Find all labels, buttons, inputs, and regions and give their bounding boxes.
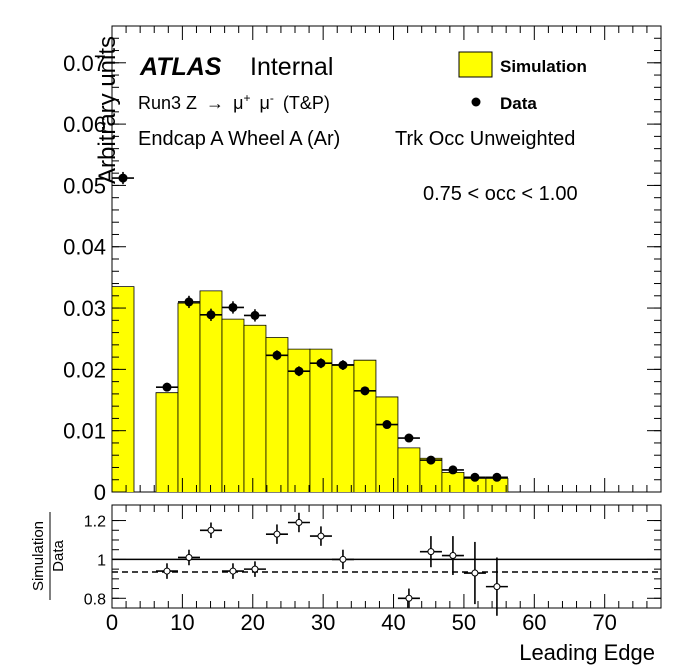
process-mu-minus: μ bbox=[259, 93, 269, 113]
ratio-point bbox=[317, 532, 325, 540]
process-minus-sup: - bbox=[270, 91, 274, 105]
data-point bbox=[184, 297, 194, 307]
simulation-bar bbox=[243, 325, 266, 492]
ratio-points bbox=[155, 512, 508, 616]
ratio-y-label-top: Simulation bbox=[30, 521, 47, 591]
simulation-bar-outline bbox=[111, 286, 135, 492]
simulation-bar bbox=[221, 319, 244, 492]
ratio-point bbox=[251, 565, 259, 573]
simulation-bar bbox=[485, 478, 508, 492]
ratio-point bbox=[471, 569, 479, 577]
legend-data-marker bbox=[471, 97, 481, 107]
ratio-reference-lines bbox=[112, 558, 661, 573]
x-axis-label: Leading Edge bbox=[519, 640, 655, 665]
weighting-label: Trk Occ Unweighted bbox=[395, 128, 575, 150]
ratio-point bbox=[273, 530, 281, 538]
data-point bbox=[470, 472, 480, 482]
main-axis-ticks: 0 0.01 0.02 0.03 0.04 0.05 0.06 0.07 bbox=[63, 25, 662, 505]
process-plus-sup: + bbox=[243, 91, 250, 105]
ratio-point bbox=[295, 518, 303, 526]
data-point bbox=[492, 472, 502, 482]
data-point bbox=[206, 310, 216, 320]
y-tick-label: 0.06 bbox=[63, 112, 106, 137]
ratio-point bbox=[427, 548, 435, 556]
ratio-point bbox=[405, 594, 413, 602]
ratio-point bbox=[163, 567, 171, 575]
selection-label: 0.75 < occ < 1.00 bbox=[423, 183, 578, 205]
ratio-point bbox=[449, 552, 457, 560]
simulation-bar bbox=[397, 447, 420, 492]
data-point bbox=[448, 465, 458, 475]
region-label: Endcap A Wheel A (Ar) bbox=[138, 128, 340, 150]
process-label: Run3 Z → μ+ μ- (T&P) bbox=[138, 86, 330, 113]
x-tick-label: 60 bbox=[522, 610, 546, 635]
x-tick-label: 30 bbox=[311, 610, 335, 635]
internal-label: Internal bbox=[250, 53, 333, 81]
x-tick-label: 10 bbox=[170, 610, 194, 635]
simulation-bar bbox=[287, 349, 310, 492]
y-tick-label: 0.03 bbox=[63, 296, 106, 321]
data-point bbox=[426, 455, 436, 465]
ratio-axis-ticks: 0.8 1 1.2 0 10 20 30 40 50 60 70 bbox=[84, 505, 662, 635]
ratio-y-label-bottom: Data bbox=[50, 540, 67, 572]
ratio-point bbox=[339, 555, 347, 563]
y-tick-label: 0.01 bbox=[63, 419, 106, 444]
legend-simulation-label: Simulation bbox=[500, 57, 587, 76]
simulation-bar bbox=[375, 396, 398, 492]
data-point bbox=[250, 310, 260, 320]
simulation-bar bbox=[112, 286, 134, 492]
data-points bbox=[112, 171, 508, 482]
x-tick-label: 70 bbox=[592, 610, 616, 635]
y-tick-label: 0.05 bbox=[63, 173, 106, 198]
ratio-y-tick-label: 0.8 bbox=[84, 591, 106, 608]
ratio-y-tick-label: 1 bbox=[97, 552, 106, 569]
simulation-bar bbox=[199, 290, 222, 492]
data-point bbox=[382, 420, 392, 430]
ratio-point bbox=[185, 553, 193, 561]
simulation-bar-outline bbox=[375, 396, 399, 492]
data-point bbox=[294, 366, 304, 376]
x-tick-label: 40 bbox=[381, 610, 405, 635]
simulation-bar bbox=[463, 478, 486, 492]
simulation-bar bbox=[353, 360, 376, 492]
x-tick-label: 50 bbox=[452, 610, 476, 635]
y-tick-label: 0.04 bbox=[63, 235, 106, 260]
y-tick-label: 0 bbox=[94, 480, 106, 505]
simulation-bar bbox=[177, 303, 200, 492]
process-arrow: → bbox=[206, 93, 224, 113]
simulation-bar bbox=[331, 364, 354, 492]
process-mu-plus: μ bbox=[233, 93, 243, 113]
y-tick-label: 0.02 bbox=[63, 357, 106, 382]
ratio-point bbox=[229, 567, 237, 575]
legend-data-label: Data bbox=[500, 94, 537, 113]
simulation-histogram bbox=[111, 286, 509, 492]
atlas-label: ATLAS bbox=[139, 53, 222, 81]
data-point bbox=[338, 360, 348, 370]
ratio-plot-frame bbox=[111, 504, 662, 609]
simulation-bar bbox=[309, 349, 332, 492]
ratio-point bbox=[493, 583, 501, 591]
legend-simulation-swatch bbox=[458, 51, 493, 78]
simulation-bar bbox=[265, 337, 288, 492]
y-tick-label: 0.07 bbox=[63, 51, 106, 76]
simulation-bar bbox=[155, 392, 178, 492]
simulation-bar bbox=[419, 458, 442, 492]
data-point bbox=[360, 386, 370, 396]
process-suffix: (T&P) bbox=[283, 93, 330, 113]
x-tick-label: 0 bbox=[106, 610, 118, 635]
data-point bbox=[118, 173, 128, 183]
ratio-y-label: Simulation Data bbox=[30, 512, 67, 600]
ratio-y-tick-label: 1.2 bbox=[84, 514, 106, 531]
data-point bbox=[162, 382, 172, 392]
simulation-bar bbox=[441, 472, 464, 492]
ratio-point bbox=[207, 526, 215, 534]
y-axis-label: Arbitrary units bbox=[94, 36, 121, 184]
data-point bbox=[228, 302, 238, 312]
data-point bbox=[404, 433, 414, 443]
process-prefix: Run3 Z bbox=[138, 93, 197, 113]
x-tick-label: 20 bbox=[241, 610, 265, 635]
data-point bbox=[316, 358, 326, 368]
data-point bbox=[272, 350, 282, 360]
